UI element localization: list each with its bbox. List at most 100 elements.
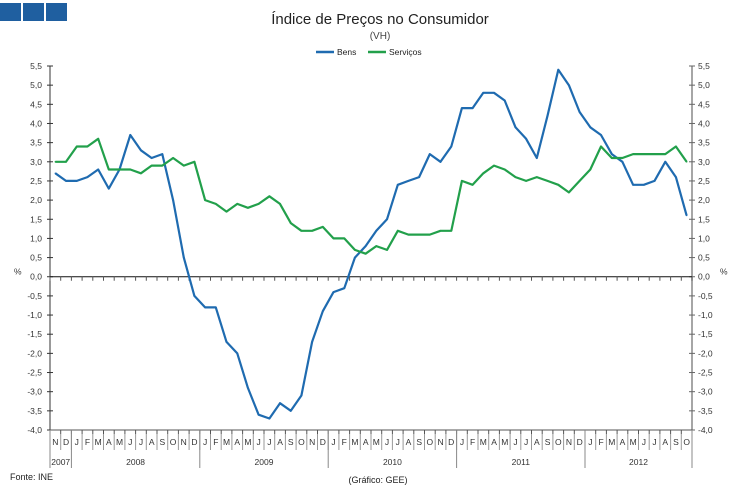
data-point-1 <box>268 195 271 198</box>
data-point-0 <box>610 153 613 155</box>
data-point-0 <box>193 295 196 297</box>
data-point-1 <box>65 160 67 163</box>
x-month-label: S <box>288 437 294 447</box>
data-point-1 <box>182 164 185 167</box>
data-point-1 <box>482 172 485 175</box>
data-point-0 <box>514 126 517 129</box>
x-month-label: M <box>630 437 637 447</box>
data-point-1 <box>514 176 517 178</box>
logo-square <box>0 3 21 21</box>
data-point-1 <box>311 229 313 232</box>
data-point-0 <box>546 115 549 117</box>
x-month-label: J <box>128 437 132 447</box>
data-point-1 <box>161 164 164 167</box>
data-point-1 <box>621 157 624 159</box>
logo-square <box>23 3 44 21</box>
x-month-label: O <box>298 437 305 447</box>
data-point-0 <box>386 218 388 221</box>
y-axis-label-right: % <box>720 267 728 277</box>
x-month-label: J <box>652 437 656 447</box>
x-month-label: J <box>257 437 261 447</box>
data-point-1 <box>632 153 634 155</box>
y-tick-label-right: 1,0 <box>698 233 710 243</box>
y-tick-label-right: -1,0 <box>698 310 713 320</box>
data-point-1 <box>86 145 89 148</box>
y-axis-label-left: % <box>14 267 22 277</box>
y-tick-label-left: -2,0 <box>27 348 42 358</box>
data-point-0 <box>471 107 474 109</box>
x-month-label: A <box>620 437 626 447</box>
data-point-0 <box>407 180 410 182</box>
credit-note: (Gráfico: GEE) <box>348 475 407 485</box>
x-month-label: J <box>588 437 592 447</box>
data-point-0 <box>364 245 367 247</box>
data-point-1 <box>193 160 196 163</box>
data-point-0 <box>236 352 239 355</box>
data-point-0 <box>675 176 677 178</box>
y-tick-label-left: 4,5 <box>30 99 42 109</box>
y-tick-label-right: 2,5 <box>698 176 710 186</box>
data-point-1 <box>600 145 602 148</box>
data-point-1 <box>653 153 656 155</box>
data-point-1 <box>568 191 570 194</box>
y-tick-label-left: 1,5 <box>30 214 42 224</box>
data-point-1 <box>172 157 174 159</box>
data-point-1 <box>215 203 217 205</box>
y-tick-label-right: 0,5 <box>698 253 710 263</box>
y-tick-label-right: -3,0 <box>698 387 713 397</box>
data-point-0 <box>215 306 217 309</box>
data-point-0 <box>632 183 634 186</box>
x-month-label: D <box>577 437 583 447</box>
data-point-1 <box>503 168 506 171</box>
data-point-0 <box>65 180 67 182</box>
data-point-0 <box>461 107 463 109</box>
data-point-1 <box>589 168 592 171</box>
data-point-1 <box>300 229 303 232</box>
x-month-label: A <box>491 437 497 447</box>
x-month-label: D <box>320 437 326 447</box>
data-point-0 <box>396 183 399 186</box>
x-month-label: D <box>448 437 454 447</box>
x-month-label: J <box>513 437 517 447</box>
x-month-label: M <box>116 437 123 447</box>
data-point-0 <box>129 134 132 136</box>
y-tick-label-right: 4,5 <box>698 99 710 109</box>
x-month-label: A <box>363 437 369 447</box>
y-tick-label-right: 0,0 <box>698 272 710 282</box>
y-tick-label-left: -2,5 <box>27 368 42 378</box>
data-point-0 <box>332 291 335 293</box>
x-month-label: J <box>203 437 207 447</box>
data-point-0 <box>589 126 592 129</box>
data-point-1 <box>429 233 431 236</box>
data-point-1 <box>118 168 121 171</box>
data-point-0 <box>225 341 228 343</box>
data-point-1 <box>332 237 335 240</box>
y-tick-label-left: 2,0 <box>30 195 42 205</box>
x-month-label: M <box>501 437 508 447</box>
x-month-label: M <box>608 437 615 447</box>
data-point-1 <box>257 203 260 205</box>
data-point-1 <box>108 168 110 171</box>
y-tick-label-right: 2,0 <box>698 195 710 205</box>
data-point-0 <box>439 160 442 163</box>
x-month-label: O <box>555 437 562 447</box>
x-year-label: 2009 <box>255 457 274 467</box>
data-point-0 <box>97 168 99 171</box>
data-point-1 <box>129 168 132 171</box>
x-month-label: D <box>191 437 197 447</box>
x-month-label: J <box>460 437 464 447</box>
y-tick-label-left: -3,0 <box>27 387 42 397</box>
data-point-0 <box>86 176 89 178</box>
data-point-1 <box>643 153 645 155</box>
x-month-label: J <box>385 437 389 447</box>
data-point-1 <box>343 237 346 240</box>
data-point-0 <box>182 256 185 259</box>
data-point-0 <box>75 180 78 182</box>
data-point-0 <box>150 157 153 159</box>
y-tick-label-right: -4,0 <box>698 425 713 435</box>
x-year-label: 2010 <box>383 457 402 467</box>
x-month-label: A <box>406 437 412 447</box>
data-point-0 <box>375 229 378 232</box>
data-point-1 <box>461 180 463 182</box>
y-tick-label-right: 5,5 <box>698 61 710 71</box>
